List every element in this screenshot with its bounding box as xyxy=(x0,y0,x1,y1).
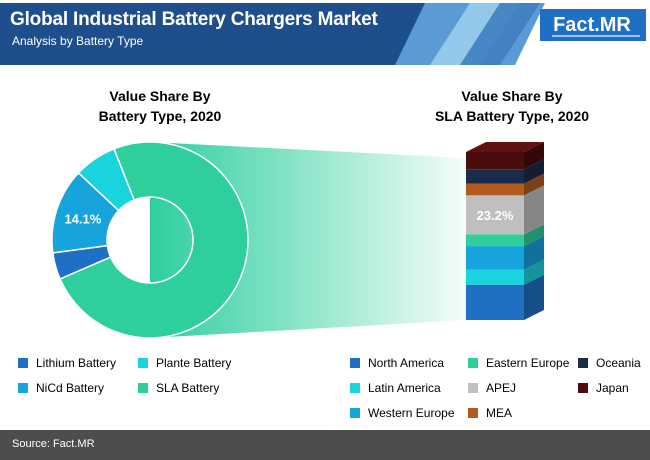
legend-right-swatch xyxy=(350,358,360,368)
header-banner xyxy=(0,0,650,72)
legend-right-item-north-america: North America xyxy=(350,356,490,370)
legend-right-swatch xyxy=(468,383,478,393)
legend-right-item-eastern-europe: Eastern Europe xyxy=(468,356,608,370)
legend-right-label: North America xyxy=(368,356,445,370)
stack-segment-latin-america xyxy=(466,269,524,285)
left-chart-title-line2: Battery Type, 2020 xyxy=(98,108,222,124)
legend-right-item-western-europe: Western Europe xyxy=(350,406,490,420)
donut-data-label-nicd-battery: 14.1% xyxy=(64,211,101,226)
chart-subtitle: Analysis by Battery Type xyxy=(12,34,144,48)
stack-segment-side-oceania xyxy=(524,159,544,184)
source-text: Source: Fact.MR xyxy=(12,438,95,450)
legend-left-item-lithium-battery: Lithium Battery xyxy=(18,356,158,370)
donut-slice-sla-battery xyxy=(59,141,249,339)
legend-right-item-mea: MEA xyxy=(468,406,608,420)
legend-right-item-latin-america: Latin America xyxy=(350,381,490,395)
legend-left-label: Lithium Battery xyxy=(36,356,117,370)
brand-logo: Fact.MR xyxy=(553,14,631,36)
legend-left-item-plante-battery: Plante Battery xyxy=(138,356,278,370)
stack-segment-side-eastern-europe xyxy=(524,224,544,247)
stack-segment-western-europe xyxy=(466,246,524,270)
stack-segment-side-western-europe xyxy=(524,236,544,270)
stack-segment-apej xyxy=(466,195,524,235)
legend-left-item-sla-battery: SLA Battery xyxy=(138,381,278,395)
left-chart-title: Value Share By Battery Type, 2020 xyxy=(60,86,260,126)
left-chart-title-line1: Value Share By xyxy=(109,88,211,104)
legend-right-label: MEA xyxy=(486,406,513,420)
footer-bar: Source: Fact.MR xyxy=(0,430,650,460)
legend-right-label: Japan xyxy=(596,381,629,395)
legend-left-label: NiCd Battery xyxy=(36,381,105,395)
legend-right-swatch xyxy=(468,408,478,418)
right-chart-title-line2: SLA Battery Type, 2020 xyxy=(434,108,590,124)
legend-right-label: Latin America xyxy=(368,381,441,395)
charts-canvas: 14.1% 23.2% xyxy=(51,141,544,339)
stack-segment-oceania xyxy=(466,169,524,184)
right-chart-title: Value Share By SLA Battery Type, 2020 xyxy=(412,86,612,126)
legend-right-swatch xyxy=(350,408,360,418)
legend-right-label: Eastern Europe xyxy=(486,356,570,370)
legend-left-swatch xyxy=(18,358,28,368)
stack-segment-eastern-europe xyxy=(466,234,524,247)
stacked-bar-chart: 23.2% xyxy=(466,142,544,320)
legend-right-swatch xyxy=(578,358,588,368)
legend-right-swatch xyxy=(578,383,588,393)
stack-segment-japan xyxy=(466,152,524,170)
stack-top-face xyxy=(466,142,544,152)
right-chart-title-line1: Value Share By xyxy=(461,88,563,104)
chart-main-title: Global Industrial Battery Chargers Marke… xyxy=(10,9,378,30)
stack-segment-north-america xyxy=(466,284,524,320)
legend-left-swatch xyxy=(138,358,148,368)
legend-left-swatch xyxy=(18,383,28,393)
stack-segment-mea xyxy=(466,183,524,196)
stack-data-label-apej: 23.2% xyxy=(477,208,514,223)
legend-right-swatch xyxy=(350,383,360,393)
stack-segment-side-mea xyxy=(524,173,544,196)
stack-segment-side-apej xyxy=(524,185,544,235)
legend-left-label: Plante Battery xyxy=(156,356,232,370)
donut-slice-plante-battery xyxy=(77,147,136,212)
legend-left-label: SLA Battery xyxy=(156,381,220,395)
stack-segment-side-latin-america xyxy=(524,259,544,285)
legend-right-item-oceania: Oceania xyxy=(578,356,650,370)
header-stripe-3 xyxy=(460,3,540,65)
donut-chart: 14.1% xyxy=(51,141,249,339)
legend-right-label: APEJ xyxy=(486,381,517,395)
legend-right-swatch xyxy=(468,358,478,368)
legend-left-item-nicd-battery: NiCd Battery xyxy=(18,381,158,395)
legend-left-swatch xyxy=(138,383,148,393)
header-navy-band xyxy=(0,3,430,65)
legend-right-label: Western Europe xyxy=(368,406,455,420)
stack-segment-side-north-america xyxy=(524,274,544,320)
stack-segment-side-japan xyxy=(524,142,544,170)
legend-right-item-apej: APEJ xyxy=(468,381,608,395)
legend-right-item-japan: Japan xyxy=(578,381,650,395)
legend-right-label: Oceania xyxy=(596,356,641,370)
